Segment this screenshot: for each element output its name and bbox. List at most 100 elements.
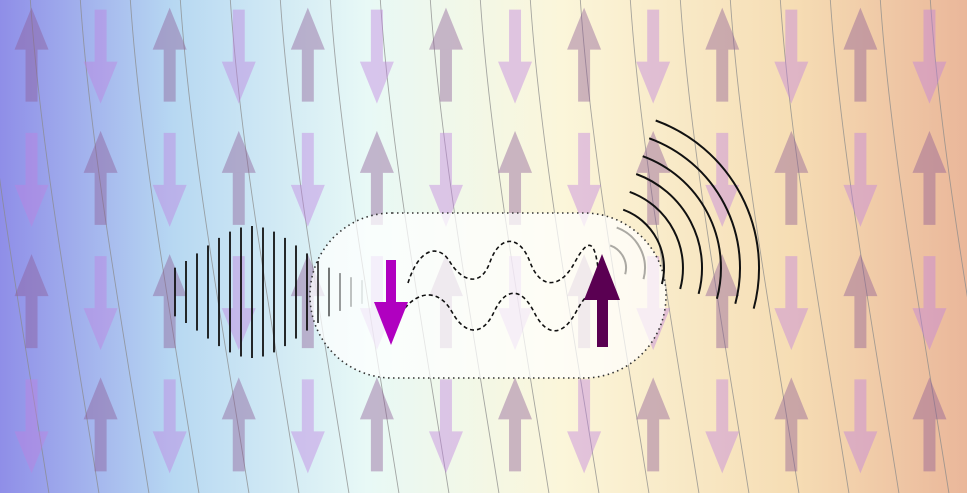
arrow-shaft [854,379,867,436]
arrow-head [843,7,878,50]
arrow-shaft [509,9,522,66]
arrow-head [774,61,809,104]
arrow-head [221,130,256,173]
arrow-head [567,184,602,227]
arrow-head [705,184,740,227]
lattice-spin-down-arrow-icon [14,379,49,474]
field-line [79,0,150,493]
field-line [879,0,950,493]
coupling-wave-lower [404,292,601,332]
arrow-head [290,184,325,227]
arrow-shaft [647,168,660,225]
wave-arc [648,137,741,304]
arrow-shaft [785,168,798,225]
arrow-shaft [716,45,729,102]
arrow-head [636,61,671,104]
arrow-shaft [923,168,936,225]
arrow-shaft [854,45,867,102]
field-line [229,0,300,493]
arrow-head [14,254,49,297]
arrow-head [843,254,878,297]
lattice-spin-up-arrow-icon [152,254,187,349]
lattice-spin-up-arrow-icon [290,7,325,102]
arrow-head [14,7,49,50]
arrow-head [843,431,878,474]
lattice-spin-down-arrow-icon [912,9,947,104]
lattice-spin-up-arrow-icon [705,254,740,349]
arrow-head [636,377,671,420]
lattice-spin-down-arrow-icon [567,379,602,474]
arrow-shaft [578,45,591,102]
arrow-shaft [509,168,522,225]
arrow-head [221,61,256,104]
arrow-shaft [232,256,245,313]
arrow-head [912,377,947,420]
arrow-shaft [509,415,522,472]
arrow-shaft [716,132,729,189]
arrow-shaft [439,45,452,102]
lattice-spin-down-arrow-icon [290,379,325,474]
spin-down-arrow-icon [374,260,408,345]
wave-arc [629,190,684,290]
arrow-shaft [25,132,38,189]
lattice-spin-down-arrow-icon [83,9,118,104]
lattice-spin-up-arrow-icon [221,130,256,225]
lattice-spin-up-arrow-icon [498,130,533,225]
arrow-head [567,7,602,50]
wave-arc [655,119,761,309]
arrow-head [83,377,118,420]
lattice-spin-down-arrow-icon [636,9,671,104]
arrow-shaft [25,45,38,102]
arrow-shaft [163,379,176,436]
arrow-head [567,431,602,474]
arrow-head [428,7,463,50]
arrow-head [636,130,671,173]
lattice-spin-up-arrow-icon [843,254,878,349]
arrow-shaft [94,256,107,313]
wave-arc [616,226,646,280]
arrow-shaft [923,256,936,313]
wave-arc [635,173,704,295]
interaction-bubble [309,212,667,379]
wave-arc [642,155,722,300]
plane-wave-fronts-icon [174,226,363,358]
field-line [829,0,900,493]
lattice-spin-down-arrow-icon [428,379,463,474]
lattice-spin-down-arrow-icon [359,9,394,104]
arrow-shaft [578,132,591,189]
arrow-head [705,7,740,50]
arrow-shaft [647,415,660,472]
lattice-spin-down-arrow-icon [152,132,187,227]
interaction-region [309,212,667,379]
lattice-spin-down-arrow-icon [152,379,187,474]
lattice-spin-up-arrow-icon [567,7,602,102]
lattice-spin-down-arrow-icon [290,132,325,227]
arrow-head [152,254,187,297]
arrow-shaft [785,415,798,472]
arrow-head [774,377,809,420]
wave-arc [622,208,665,285]
arrow-head [359,377,394,420]
lattice-spin-up-arrow-icon [14,7,49,102]
lattice-spin-up-arrow-icon [912,377,947,472]
lattice-spin-down-arrow-icon [912,256,947,351]
lattice-spin-up-arrow-icon [83,130,118,225]
lattice-spin-up-arrow-icon [359,377,394,472]
lattice-spin-up-arrow-icon [636,377,671,472]
arrow-head [498,61,533,104]
arrow-head [359,61,394,104]
arrow-head [83,130,118,173]
arrow-head [705,254,740,297]
arrow-shaft [854,132,867,189]
lattice-spin-up-arrow-icon [912,130,947,225]
arrow-shaft [25,379,38,436]
arrow-head [498,130,533,173]
lattice-spin-down-arrow-icon [14,132,49,227]
arrow-head [290,431,325,474]
arrow-shaft [232,168,245,225]
arrow-shaft [94,9,107,66]
arrow-shaft [578,379,591,436]
arrow-head [14,431,49,474]
field-line [929,0,967,298]
